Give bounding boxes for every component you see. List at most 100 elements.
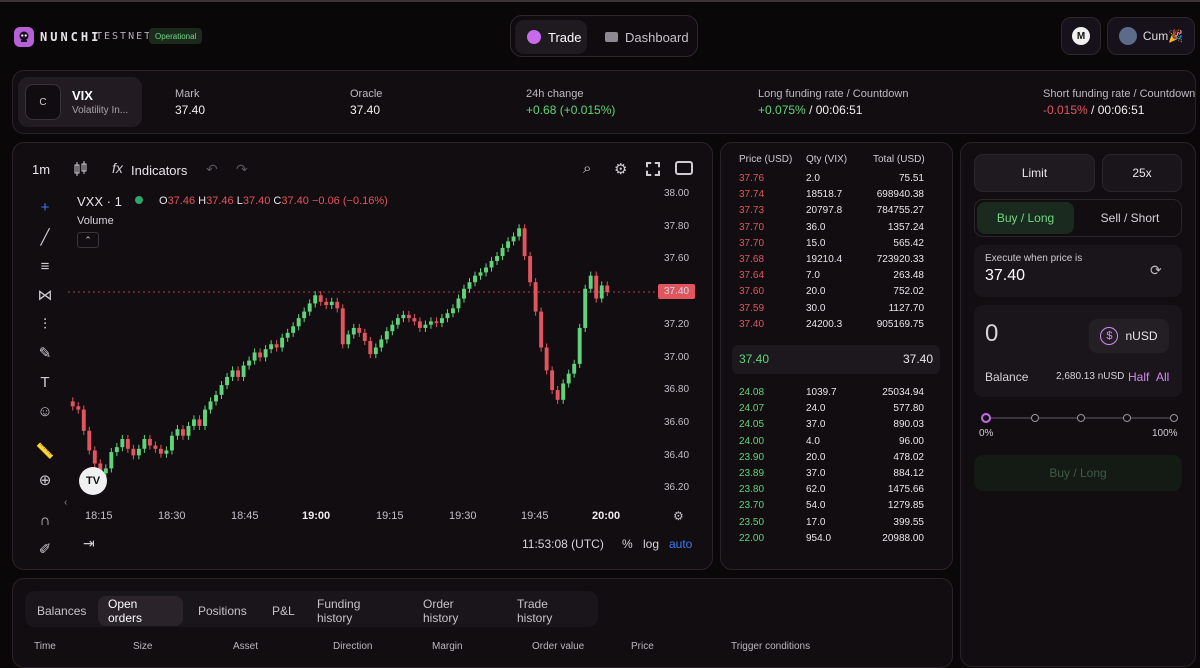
buy-long-tab[interactable]: Buy / Long — [977, 202, 1074, 234]
order-type-select[interactable]: Limit — [974, 154, 1095, 192]
ask-row[interactable]: 37.68 19210.4 723920.33 — [720, 254, 950, 270]
ask-row[interactable]: 37.59 30.0 1127.70 — [720, 303, 950, 319]
submit-buy-button[interactable]: Buy / Long — [974, 455, 1182, 491]
emoji-icon[interactable]: ☺ — [37, 402, 53, 420]
half-button[interactable]: Half — [1128, 370, 1150, 384]
percent-toggle[interactable]: % — [622, 537, 633, 551]
undo-icon[interactable]: ↶ — [206, 161, 218, 177]
tab-dashboard[interactable]: Dashboard — [605, 20, 695, 54]
settings-icon[interactable]: ⚙ — [614, 161, 628, 178]
zoom-in-icon[interactable]: ⊕ — [38, 472, 52, 489]
ask-row[interactable]: 37.74 18518.7 698940.38 — [720, 189, 950, 205]
user-menu-button[interactable]: Cum🎉 — [1107, 17, 1195, 55]
slider-max-label: 100% — [1152, 428, 1178, 439]
collapse-toolbar-icon[interactable]: ‹ — [64, 497, 68, 508]
wallet-button[interactable]: M — [1061, 17, 1101, 55]
bottom-tab[interactable]: P&L — [272, 604, 295, 618]
candle-body — [417, 321, 422, 328]
candle-body — [539, 311, 544, 348]
table-column-header: Trigger conditions — [731, 641, 811, 652]
slider-step-50[interactable] — [1077, 414, 1085, 422]
leverage-button[interactable]: 25x — [1102, 154, 1182, 192]
bottom-tab[interactable]: Balances — [37, 604, 87, 618]
bid-row[interactable]: 23.70 54.0 1279.85 — [720, 500, 950, 516]
brush-icon[interactable]: ✎ — [38, 345, 52, 362]
candlestick-chart[interactable] — [68, 186, 660, 504]
all-button[interactable]: All — [1156, 370, 1170, 384]
chart-settings-icon[interactable]: ⚙ — [673, 509, 684, 523]
token-select[interactable]: $ nUSD — [1089, 319, 1169, 353]
candle-body — [412, 318, 417, 322]
bid-row[interactable]: 23.90 20.0 478.02 — [720, 452, 950, 468]
bid-row[interactable]: 23.89 37.0 884.12 — [720, 468, 950, 484]
candle-body — [302, 311, 307, 319]
ask-row[interactable]: 37.64 7.0 263.48 — [720, 270, 950, 286]
redo-icon[interactable]: ↷ — [236, 161, 248, 177]
collapse-legend-icon[interactable]: ⌃ — [77, 232, 99, 248]
tradingview-logo-icon[interactable]: TV — [79, 467, 107, 495]
bottom-tab[interactable]: Open orders — [98, 596, 183, 626]
ask-row[interactable]: 37.70 15.0 565.42 — [720, 238, 950, 254]
candle-body — [280, 337, 285, 348]
oracle-label: Oracle — [350, 88, 383, 100]
bid-row[interactable]: 23.80 62.0 1475.66 — [720, 484, 950, 500]
lock-drawing-icon[interactable]: ✐ — [38, 541, 52, 558]
crosshair-icon[interactable]: + — [40, 198, 50, 216]
fullscreen-icon[interactable] — [646, 162, 660, 176]
slider-step-100[interactable] — [1170, 414, 1178, 422]
bottom-tab[interactable]: Funding history — [317, 597, 361, 625]
candle-body — [368, 341, 373, 355]
tab-trade[interactable]: Trade — [515, 20, 587, 54]
ask-row[interactable]: 37.76 2.0 75.51 — [720, 173, 950, 189]
volume-label: Volume — [77, 215, 114, 227]
ask-row[interactable]: 37.40 24200.3 905169.75 — [720, 319, 950, 335]
slider-step-25[interactable] — [1031, 414, 1039, 422]
trigger-price-field[interactable]: Execute when price is 37.40 ⟳ — [974, 245, 1182, 297]
chart-panel — [12, 142, 713, 570]
ask-row[interactable]: 37.60 20.0 752.02 — [720, 286, 950, 302]
candle-body — [269, 344, 274, 350]
bid-row[interactable]: 23.50 17.0 399.55 — [720, 517, 950, 533]
legend-o: 37.46 — [167, 195, 196, 207]
interval-button[interactable]: 1m — [32, 162, 51, 177]
alert-search-icon[interactable]: ⌕ — [583, 160, 592, 177]
slider-step-75[interactable] — [1123, 414, 1131, 422]
long-funding-label: Long funding rate / Countdown — [758, 88, 909, 100]
sell-short-tab[interactable]: Sell / Short — [1100, 211, 1160, 225]
ask-row[interactable]: 37.73 20797.8 784755.27 — [720, 205, 950, 221]
ob-qty: 54.0 — [806, 500, 826, 512]
bottom-tab[interactable]: Trade history — [517, 597, 553, 625]
text-tool-icon[interactable]: T — [40, 373, 50, 391]
camera-icon[interactable] — [675, 161, 693, 175]
ruler-icon[interactable]: 📏 — [35, 443, 55, 460]
bid-row[interactable]: 24.05 37.0 890.03 — [720, 419, 950, 435]
refresh-icon[interactable]: ⟳ — [1150, 262, 1162, 278]
bid-row[interactable]: 24.08 1039.7 25034.94 — [720, 387, 950, 403]
candle-body — [346, 334, 351, 345]
candle-body — [511, 236, 516, 242]
bid-row[interactable]: 24.07 24.0 577.80 — [720, 403, 950, 419]
measure-lines-icon[interactable]: ⫶ — [43, 315, 47, 333]
horizontal-lines-icon[interactable]: ≡ — [40, 257, 50, 275]
trendline-icon[interactable]: ╱ — [40, 229, 50, 246]
candle-body — [335, 301, 340, 309]
market-info-bar — [12, 70, 1196, 134]
size-slider-handle[interactable] — [981, 413, 991, 423]
pattern-icon[interactable]: ⋈ — [37, 287, 53, 304]
goto-date-icon[interactable]: ⇥ — [83, 535, 95, 551]
magnet-icon[interactable]: ∩ — [39, 511, 51, 529]
ask-row[interactable]: 37.70 36.0 1357.24 — [720, 222, 950, 238]
indicators-button[interactable]: Indicators — [131, 163, 188, 178]
bottom-tab[interactable]: Positions — [198, 604, 247, 618]
network-label: TESTNET — [96, 31, 153, 42]
bid-row[interactable]: 22.00 954.0 20988.00 — [720, 533, 950, 549]
bottom-tab[interactable]: Order history — [423, 597, 459, 625]
candle-body — [81, 409, 86, 431]
candle-body — [423, 324, 428, 328]
log-toggle[interactable]: log — [643, 537, 660, 551]
auto-toggle[interactable]: auto — [669, 537, 693, 551]
bid-row[interactable]: 24.00 4.0 96.00 — [720, 436, 950, 452]
candle-body — [318, 295, 323, 302]
amount-input[interactable]: 0 — [985, 320, 999, 347]
candle-type-icon[interactable] — [73, 161, 88, 177]
